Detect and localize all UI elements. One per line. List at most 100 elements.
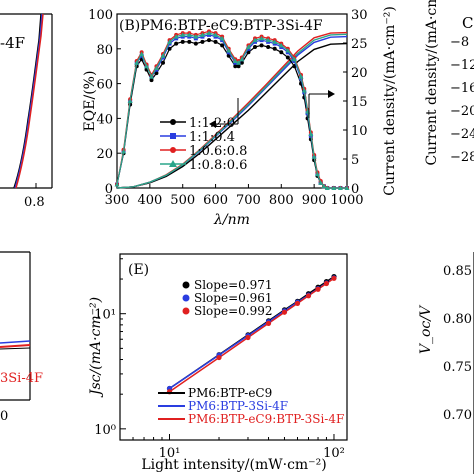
panel-e-data-points (166, 274, 337, 395)
panel-d-fragment: 3Si-4F 0 (0, 251, 43, 424)
panel-c-ylabel: Current density/(mA·cm (424, 0, 440, 166)
panel-b-eqe-point (186, 32, 192, 37)
panel-b-y-tick-label: 80 (96, 43, 113, 58)
panel-e-series-legend: PM6:BTP-eC9PM6:BTP-3Si-4FPM6:BTP-eC9:BTP… (158, 386, 344, 426)
panel-e-y-tick-label: 10¹ (94, 308, 116, 323)
panel-e-data-point (265, 320, 272, 326)
panel-b-eqe-point (279, 50, 284, 55)
panel-b-y-tick-label: 20 (96, 147, 113, 162)
panel-a-label: -4F (0, 34, 25, 52)
panel-b-legend-marker (170, 147, 176, 153)
panel-b-eqe-point (220, 43, 225, 48)
panel-e-title: (E) (128, 262, 149, 278)
panel-b-legend-marker (169, 160, 177, 167)
panel-b-y2-tick-label: 25 (351, 37, 368, 52)
panel-e-slope-marker (182, 294, 190, 302)
panel-b-eqe-point (193, 34, 199, 39)
panel-b-x-tick-label: 500 (170, 193, 195, 208)
panel-b-eqe-point (285, 55, 290, 60)
panel-b-y2-tick-label: 15 (351, 95, 368, 110)
panel-b-jsc-line (116, 33, 348, 189)
panel-b-eqe-point (167, 39, 173, 44)
panel-b-eqe-point (321, 183, 327, 189)
panel-e-fit-line (169, 277, 335, 393)
panel-e-slope-marker (182, 281, 190, 289)
panel-b-eqe-point (134, 60, 140, 65)
panel-b-eqe-point (239, 56, 245, 62)
panel-d-line-red (0, 344, 31, 348)
panel-c-y-ticks: −8 −12 −16 −20 −24 −28 (450, 35, 474, 165)
panel-b-eqe-point (114, 182, 120, 187)
panel-b-eqe-point (245, 44, 251, 50)
panel-b-y-tick-label: 100 (88, 8, 113, 23)
panel-b-eqe-point (272, 46, 277, 51)
panel-c-tick-label: −12 (450, 58, 474, 73)
panel-b-eqe-point (200, 39, 205, 44)
panel-b-x-tick-label: 600 (203, 193, 228, 208)
panel-b-eqe-point (149, 78, 154, 83)
panel-e-data-point (281, 309, 288, 315)
panel-b-eqe-point (239, 60, 244, 65)
panel-d-tick: 0 (0, 409, 8, 424)
panel-e-data-point (216, 354, 222, 361)
panel-b-eqe-point (213, 32, 219, 37)
panel-b-y-tick-label: 0 (105, 182, 113, 197)
panel-e-data-point (245, 334, 251, 341)
panel-b-y2-tick-label: 0 (351, 182, 359, 197)
panel-d-line-blue (0, 340, 31, 344)
panel-b-eqe-point (173, 34, 179, 39)
panel-b-eqe-point (324, 185, 330, 190)
panel-e-x-tick-label: 10² (323, 446, 345, 461)
panel-b-ylabel: EQE/(%) (82, 71, 98, 132)
panel-e-ylabel: Jsc/(mA·cm⁻²) (88, 297, 104, 398)
panel-c-tick-label: −8 (450, 35, 469, 50)
panel-c-tick-label: −28 (450, 150, 474, 165)
panel-b-eqe-point (301, 88, 307, 93)
panel-b-x-tick-label: 300 (105, 193, 130, 208)
panel-f-tick-label: 0.85 (443, 264, 472, 279)
panel-b-eqe-point (180, 32, 186, 37)
panel-b-eqe-point (337, 185, 343, 190)
panel-e-data-point (331, 275, 337, 281)
panel-b-eqe-point (272, 39, 278, 44)
panel-b-legend-marker (170, 133, 176, 139)
panel-d-label: 3Si-4F (0, 371, 43, 386)
panel-b-eqe-point (236, 60, 242, 65)
panel-b-legend-label: 1:0.6:0.8 (189, 144, 247, 159)
panel-b-legend: 1:1.2:01:1:0.41:0.6:0.81:0.8:0.6 (160, 116, 247, 173)
panel-b-eqe-point (139, 51, 145, 57)
panel-b-eqe-point (331, 185, 337, 190)
panel-b-xlabel: λ/nm (213, 212, 250, 228)
panel-b-eqe-point (193, 41, 198, 46)
panel-b-eqe-point (121, 148, 127, 154)
panel-b-legend-label: 1:0.8:0.6 (189, 158, 247, 173)
panel-f-ylabel: V_oc/V (418, 304, 434, 354)
panel-b-eqe-point (199, 32, 205, 37)
panel-e-series-label: PM6:BTP-eC9:BTP-3Si-4F (188, 412, 344, 426)
panel-b-x-tick-label: 800 (269, 193, 294, 208)
panel-b-eqe-point (219, 35, 225, 41)
panel-b-eqe-point (318, 180, 324, 185)
panel-e-slope-label: Slope=0.961 (194, 291, 272, 305)
panel-b-eqe-point (265, 37, 271, 43)
panel-b-arrow-right (308, 90, 335, 118)
panel-b-eqe-point (187, 39, 192, 44)
panel-a-tick: 0.8 (24, 195, 45, 210)
panel-e-data-point (294, 300, 301, 306)
panel-b-current-density-curves (116, 31, 348, 189)
panel-b-x-tick-label: 900 (302, 193, 327, 208)
panel-b-y2label: Current density/(mA·cm⁻²) (382, 6, 398, 196)
panel-e-series-label: PM6:BTP-3Si-4F (188, 399, 288, 413)
panel-b-eqe-point (160, 53, 166, 58)
panel-e-data-point (315, 286, 321, 292)
panel-b-y-tick-label: 60 (96, 78, 113, 93)
panel-b-eqe-point (314, 171, 320, 177)
panel-f-fragment: V_oc/V 0.85 0.80 0.75 0.70 (418, 252, 474, 474)
panel-e-slope-label: Slope=0.992 (194, 304, 272, 318)
panel-b-eqe-point (167, 46, 172, 51)
panel-b-legend-label: 1:1:0.4 (189, 130, 235, 145)
panel-b-eqe-point (206, 30, 212, 36)
panel-b-eqe-point (180, 39, 185, 44)
